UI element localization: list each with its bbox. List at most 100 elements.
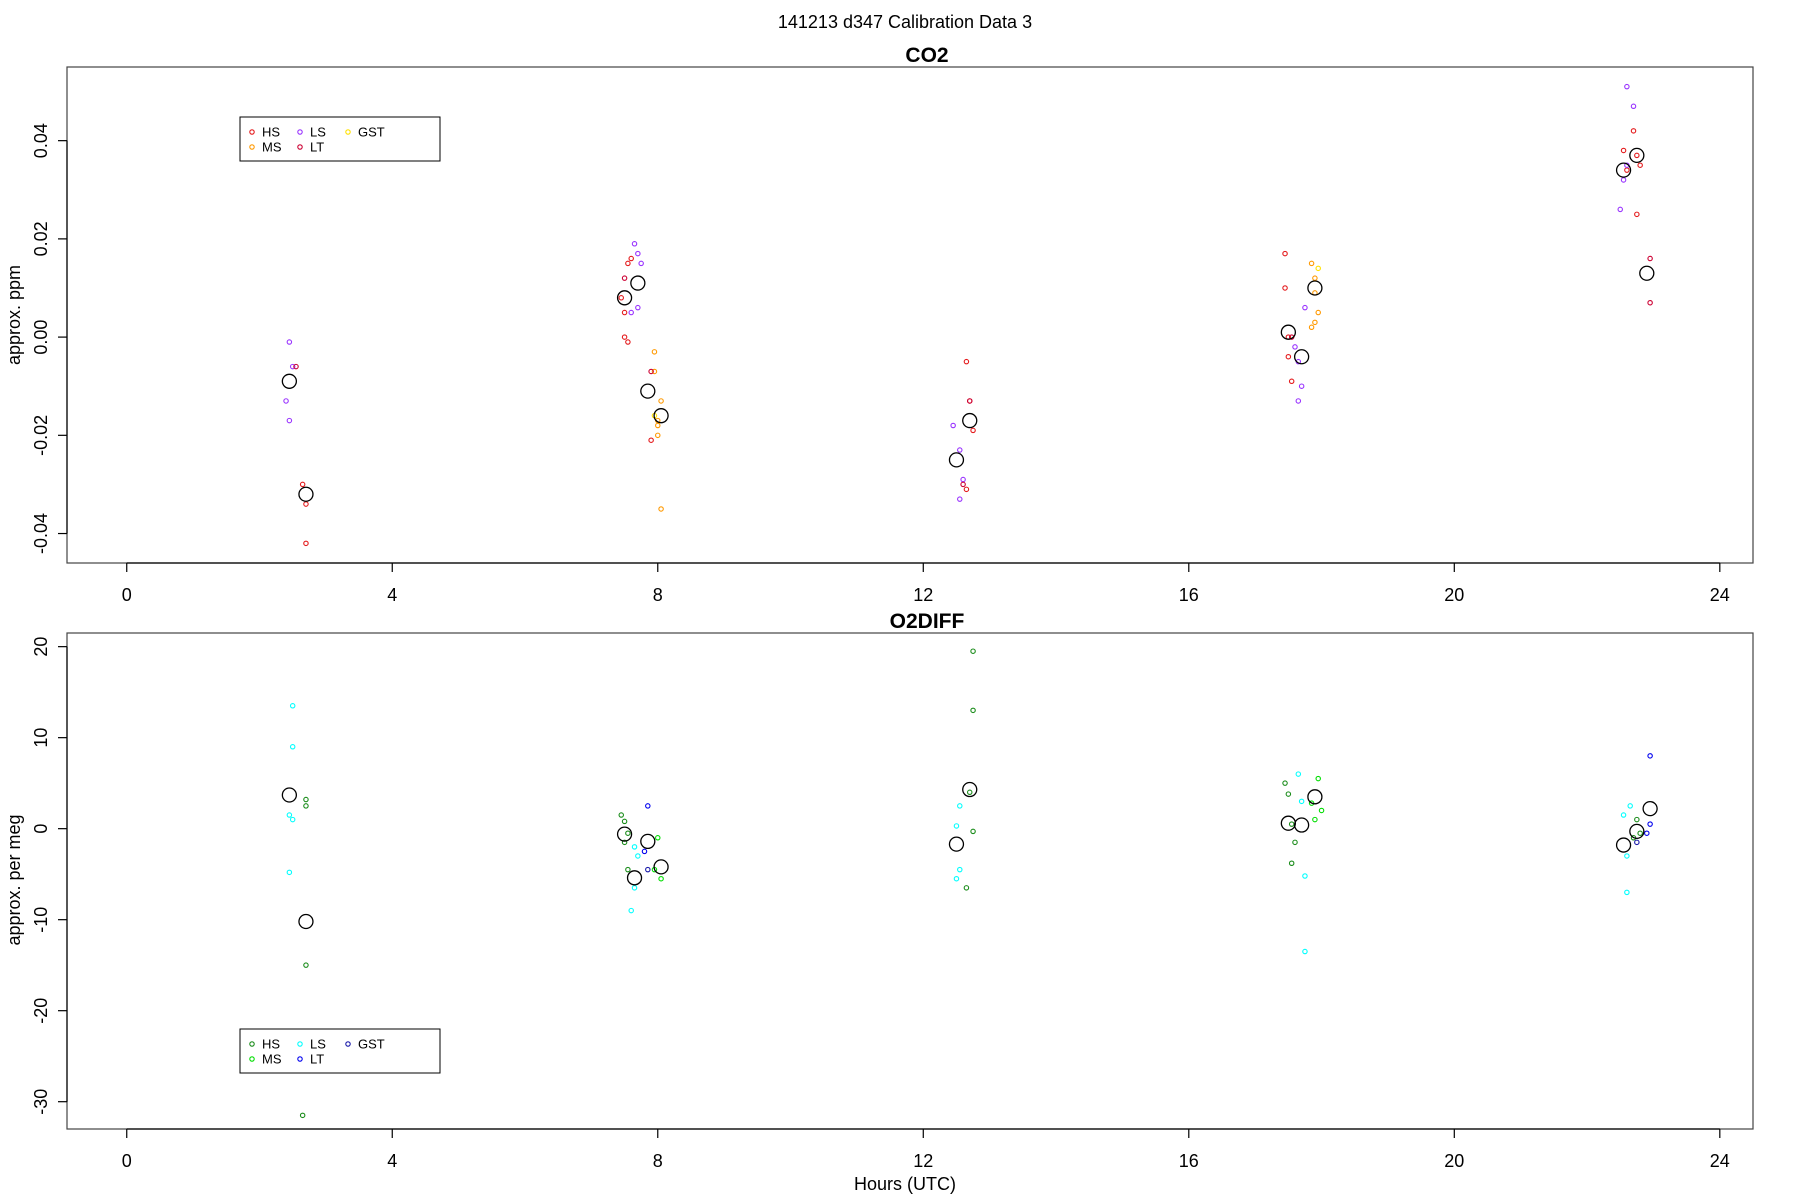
co2-data-point (960, 481, 966, 488)
o2diff-panel: O2DIFF approx. per meg 0 4 8 12 16 20 24 -30 -2… (4, 610, 1754, 1171)
o2diff-legend-box (239, 1028, 441, 1074)
x-axis-label: Hours (UTC) (854, 1174, 956, 1194)
co2-data-point (635, 304, 641, 311)
o2diff-data-point (1634, 816, 1640, 823)
co2-data-point (966, 398, 973, 404)
o2diff-mean-point (640, 833, 656, 850)
o2diff-data-point (970, 648, 976, 654)
co2-data-point (1637, 162, 1643, 168)
o2diff-data-point (1634, 839, 1640, 846)
o2diff-mean-point (1615, 837, 1632, 853)
co2-y-axis-label: approx. ppm (4, 265, 24, 365)
co2-mean-point (640, 383, 656, 399)
co2-data-point (648, 437, 654, 443)
co2-mean-point (1293, 349, 1310, 365)
o2diff-legend-marker (297, 1041, 303, 1047)
co2-legend-label: HS (262, 125, 280, 140)
co2-data-point (655, 432, 661, 439)
o2diff-data-point (1647, 753, 1653, 759)
o2diff-mean-point (1307, 789, 1323, 805)
co2-data-point (1647, 299, 1653, 306)
o2diff-data-point (1288, 821, 1295, 827)
co2-data-point (1302, 304, 1308, 311)
o2diff-mean-point (626, 870, 643, 886)
o2diff-y-tick-label: -30 (31, 1089, 51, 1115)
co2-data-point (1292, 344, 1298, 350)
co2-series-ms (651, 260, 1321, 512)
co2-data-point (1620, 147, 1627, 154)
co2-data-point (1285, 353, 1292, 360)
co2-data-point (1312, 275, 1318, 281)
o2diff-mean-point (653, 859, 669, 875)
o2diff-data-point (625, 830, 631, 836)
co2-legend-box (239, 116, 441, 162)
o2diff-data-point (621, 839, 628, 846)
o2diff-mean-point (948, 836, 965, 852)
co2-series-lt (293, 255, 1653, 488)
co2-data-point (621, 309, 628, 316)
o2diff-data-point (655, 835, 661, 841)
o2diff-data-point (289, 703, 296, 709)
o2diff-data-point (957, 803, 963, 809)
o2diff-data-point (1315, 775, 1321, 782)
co2-data-point (648, 368, 654, 375)
co2-x-tick-label: 12 (913, 585, 933, 605)
co2-mean-point (948, 452, 965, 468)
o2diff-legend-entry-hs: HS (249, 1037, 280, 1052)
co2-y-tick-label: 0.00 (31, 320, 51, 355)
co2-legend-entry-gst: GST (345, 125, 385, 140)
o2diff-data-point (645, 803, 651, 809)
co2-legend-marker (297, 129, 303, 135)
o2diff-series-hs (299, 648, 1643, 1119)
co2-legend-label: LS (310, 125, 326, 140)
o2diff-mean-point (962, 781, 978, 798)
figure-suptitle: 141213 d347 Calibration Data 3 (778, 12, 1032, 32)
co2-data-point (655, 422, 661, 429)
co2-data-point (625, 260, 631, 267)
co2-x-tick-label: 0 (122, 585, 132, 605)
co2-data-point (1282, 285, 1288, 291)
o2diff-data-point (1637, 830, 1643, 836)
o2diff-legend-label: GST (358, 1037, 385, 1052)
o2diff-legend-label: LT (310, 1052, 324, 1067)
co2-mean-point (962, 412, 978, 429)
co2-data-point (1634, 152, 1640, 159)
co2-legend-marker (249, 129, 255, 135)
co2-series-mean (281, 147, 1655, 502)
co2-data-point (1617, 206, 1623, 213)
co2-data-point (658, 506, 664, 512)
co2-data-point (289, 363, 296, 370)
co2-data-point (628, 255, 634, 262)
o2diff-data-point (618, 812, 625, 818)
o2diff-series-gst (645, 839, 1640, 873)
o2diff-y-tick-label: -10 (31, 907, 51, 933)
co2-x-tick-label: 20 (1444, 585, 1464, 605)
o2diff-data-point (957, 866, 963, 873)
co2-x-tick-label: 16 (1179, 585, 1199, 605)
co2-data-point (950, 422, 956, 429)
o2diff-data-points (281, 648, 1658, 1119)
co2-data-point (957, 496, 963, 502)
o2diff-data-point (970, 707, 976, 714)
o2diff-x-tick-label: 24 (1710, 1151, 1730, 1171)
co2-data-point (283, 398, 289, 404)
o2diff-x-tick-label: 0 (122, 1151, 132, 1171)
co2-y-tick-label: 0.04 (31, 123, 51, 158)
o2diff-data-point (1292, 839, 1298, 846)
co2-data-point (1295, 398, 1302, 404)
co2-data-point (621, 275, 628, 281)
o2diff-data-point (303, 962, 309, 968)
o2diff-data-point (303, 803, 309, 809)
o2diff-data-point (970, 828, 976, 835)
co2-data-point (618, 295, 625, 301)
o2diff-legend-label: MS (262, 1052, 282, 1067)
co2-legend-entry-ls: LS (297, 125, 326, 140)
co2-mean-point (630, 275, 646, 291)
o2diff-legend-entry-lt: LT (297, 1052, 324, 1067)
o2diff-x-tick-label: 8 (653, 1151, 663, 1171)
o2diff-data-point (289, 816, 296, 823)
co2-data-point (631, 241, 638, 247)
o2diff-series-lt (641, 753, 1653, 855)
o2diff-mean-point (1642, 800, 1658, 817)
